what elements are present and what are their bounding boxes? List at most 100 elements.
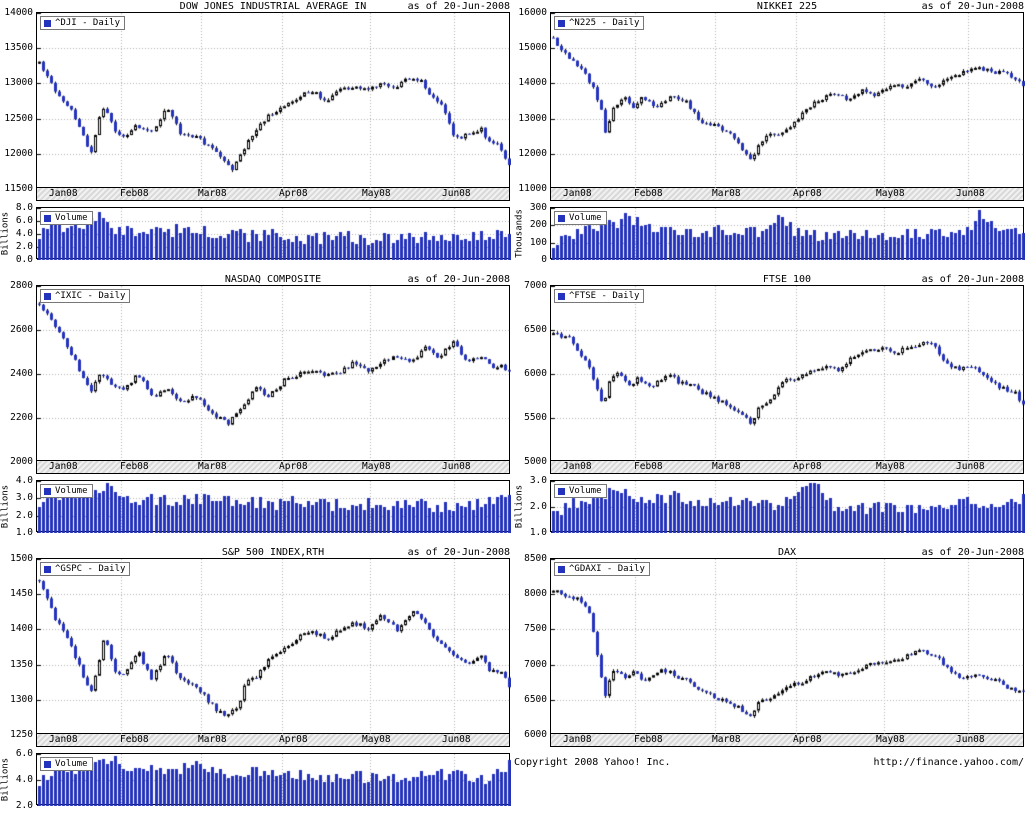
volume-plot-area: Volume (36, 480, 511, 533)
volume-tick-label: 8.0 (15, 202, 33, 213)
y-axis-tick-label: 2200 (10, 412, 33, 423)
x-axis-month-label: Feb08 (634, 461, 663, 472)
y-axis-tick-label: 5000 (524, 456, 547, 467)
chart-nasdaq-composite: NASDAQ COMPOSITE as of 20-Jun-2008 ^IXIC -… (0, 273, 513, 546)
chart-title: S&P 500 INDEX,RTH (221, 547, 325, 558)
volume-axis-unit-label: Billions (0, 484, 11, 529)
y-axis-tick-label: 1450 (10, 588, 33, 599)
volume-legend-label: Volume (55, 759, 88, 769)
y-axis-tick-label: 14000 (4, 7, 33, 18)
chart-title: DOW JONES INDUSTRIAL AVERAGE IN (179, 1, 367, 12)
price-plot-area: ^GSPC - Daily (36, 558, 511, 735)
chart-sp500: S&P 500 INDEX,RTH as of 20-Jun-2008 ^GSPC … (0, 546, 513, 819)
volume-legend: Volume (40, 211, 93, 225)
x-axis-month-band: Jan08 Feb08 Mar08 Apr08 May08 Jun08 (550, 188, 1024, 201)
legend-color-swatch-icon (558, 565, 565, 573)
price-plot-area: ^FTSE - Daily (550, 285, 1025, 462)
finance-yahoo-url[interactable]: http://finance.yahoo.com/ (873, 757, 1024, 768)
chart-nikkei-225: NIKKEI 225 as of 20-Jun-2008 ^N225 - Daily… (514, 0, 1027, 273)
x-axis-month-label: Jan08 (49, 461, 78, 472)
x-axis-month-label: Mar08 (712, 461, 741, 472)
x-axis-month-label: Jun08 (442, 188, 471, 199)
volume-bars-canvas (37, 754, 511, 806)
y-axis-tick-label: 12000 (4, 148, 33, 159)
chart-dow-jones: DOW JONES INDUSTRIAL AVERAGE IN as of 20-… (0, 0, 513, 273)
series-legend-label: ^IXIC - Daily (55, 291, 126, 301)
x-axis-month-label: Jun08 (956, 734, 985, 745)
x-axis-month-label: Feb08 (634, 734, 663, 745)
price-candlestick-canvas (37, 286, 511, 462)
legend-color-swatch-icon (44, 760, 51, 768)
y-axis-tick-label: 6500 (524, 324, 547, 335)
footer-line: Copyright 2008 Yahoo! Inc. http://financ… (514, 757, 1024, 768)
volume-tick-label: 3.0 (529, 475, 547, 486)
volume-tick-label: 4.0 (15, 774, 33, 785)
volume-axis-unit-label: Billions (0, 211, 11, 256)
legend-color-swatch-icon (44, 214, 51, 222)
y-axis-tick-label: 8500 (524, 553, 547, 564)
volume-tick-label: 2.0 (529, 501, 547, 512)
volume-plot-area: Volume (36, 207, 511, 260)
price-candlestick-canvas (551, 286, 1025, 462)
series-legend: ^N225 - Daily (554, 16, 645, 30)
chart-title: NIKKEI 225 (756, 1, 818, 12)
series-legend: ^FTSE - Daily (554, 289, 645, 303)
y-axis-tick-label: 14000 (518, 77, 547, 88)
x-axis-month-label: Feb08 (120, 461, 149, 472)
y-axis-tick-label: 6000 (524, 729, 547, 740)
as-of-date: as of 20-Jun-2008 (921, 1, 1024, 12)
volume-legend: Volume (40, 484, 93, 498)
copyright-text: Copyright 2008 Yahoo! Inc. (514, 757, 671, 768)
y-axis-tick-label: 7500 (524, 623, 547, 634)
x-axis-month-label: May08 (876, 461, 905, 472)
y-axis-tick-label: 7000 (524, 280, 547, 291)
y-axis-tick-label: 6000 (524, 368, 547, 379)
legend-color-swatch-icon (558, 487, 565, 495)
volume-bars-canvas (551, 481, 1025, 533)
x-axis-month-label: May08 (362, 734, 391, 745)
x-axis-month-label: Jan08 (49, 188, 78, 199)
x-axis-month-label: Apr08 (793, 461, 822, 472)
legend-color-swatch-icon (558, 214, 565, 222)
y-axis-tick-label: 2800 (10, 280, 33, 291)
chart-title: FTSE 100 (762, 274, 812, 285)
price-plot-area: ^IXIC - Daily (36, 285, 511, 462)
x-axis-month-label: Feb08 (120, 734, 149, 745)
price-plot-area: ^GDAXI - Daily (550, 558, 1025, 735)
volume-tick-label: 1.0 (529, 527, 547, 538)
x-axis-month-label: Jan08 (563, 734, 592, 745)
volume-axis-unit-label: Billions (514, 484, 525, 529)
y-axis-tick-label: 11000 (518, 183, 547, 194)
x-axis-month-label: May08 (362, 188, 391, 199)
volume-tick-label: 2.0 (15, 800, 33, 811)
chart-dax: DAX as of 20-Jun-2008 ^GDAXI - Daily 8500 80… (514, 546, 1027, 819)
series-legend-label: ^DJI - Daily (55, 18, 121, 28)
y-axis-tick-label: 1500 (10, 553, 33, 564)
legend-color-swatch-icon (44, 565, 51, 573)
series-legend-label: ^FTSE - Daily (569, 291, 640, 301)
x-axis-month-band: Jan08 Feb08 Mar08 Apr08 May08 Jun08 (36, 188, 510, 201)
x-axis-month-label: Jun08 (956, 188, 985, 199)
price-candlestick-canvas (37, 13, 511, 189)
price-plot-area: ^N225 - Daily (550, 12, 1025, 189)
x-axis-month-label: May08 (876, 734, 905, 745)
y-axis-tick-label: 5500 (524, 412, 547, 423)
x-axis-month-label: Jan08 (563, 461, 592, 472)
as-of-date: as of 20-Jun-2008 (407, 547, 510, 558)
x-axis-month-label: Mar08 (712, 188, 741, 199)
y-axis-tick-label: 13000 (518, 113, 547, 124)
series-legend: ^IXIC - Daily (40, 289, 131, 303)
y-axis-tick-label: 15000 (518, 42, 547, 53)
volume-bars-canvas (37, 208, 511, 260)
x-axis-month-band: Jan08 Feb08 Mar08 Apr08 May08 Jun08 (550, 461, 1024, 474)
volume-plot-area: Volume (550, 480, 1025, 533)
y-axis-tick-label: 8000 (524, 588, 547, 599)
legend-color-swatch-icon (558, 19, 565, 27)
volume-legend-label: Volume (569, 213, 602, 223)
as-of-date: as of 20-Jun-2008 (921, 547, 1024, 558)
price-candlestick-canvas (551, 559, 1025, 735)
y-axis-tick-label: 6500 (524, 694, 547, 705)
y-axis-tick-label: 1250 (10, 729, 33, 740)
volume-legend-label: Volume (55, 213, 88, 223)
